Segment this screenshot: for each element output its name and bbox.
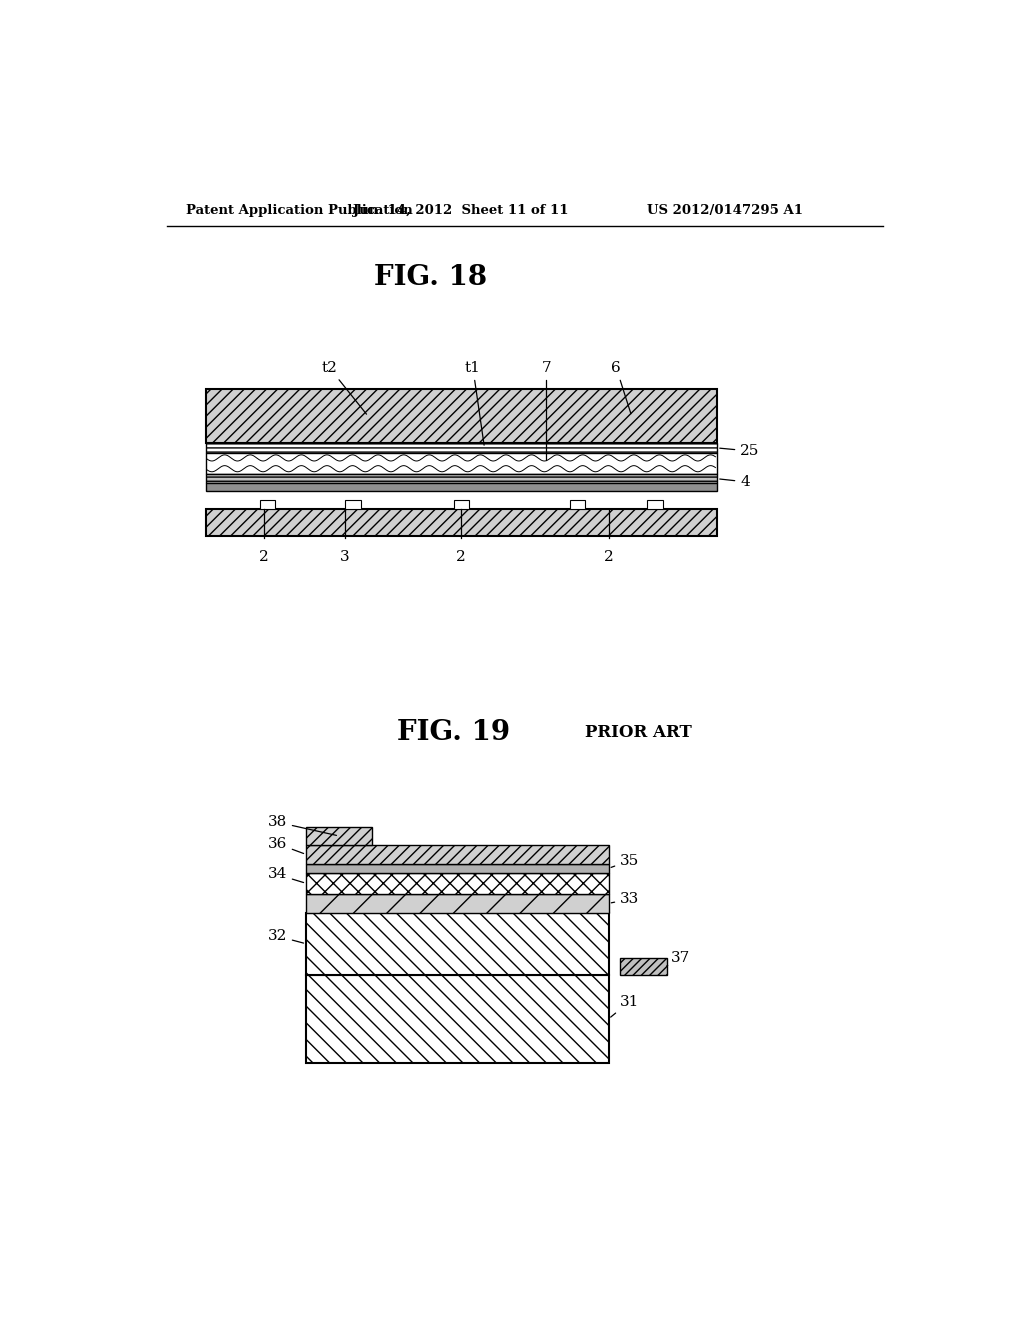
Bar bbox=[260, 499, 275, 508]
Bar bbox=[306, 873, 608, 894]
Bar bbox=[206, 508, 717, 536]
Bar bbox=[306, 845, 608, 863]
Bar bbox=[206, 474, 717, 483]
Text: Patent Application Publication: Patent Application Publication bbox=[186, 205, 413, 218]
Bar bbox=[306, 863, 608, 873]
Text: 38: 38 bbox=[267, 816, 337, 836]
Bar bbox=[206, 444, 717, 453]
Text: 32: 32 bbox=[267, 929, 303, 942]
Text: 2: 2 bbox=[457, 549, 466, 564]
Text: Jun. 14, 2012  Sheet 11 of 11: Jun. 14, 2012 Sheet 11 of 11 bbox=[353, 205, 569, 218]
Text: 2: 2 bbox=[259, 549, 268, 564]
Bar bbox=[306, 974, 608, 1063]
Bar bbox=[647, 499, 663, 508]
Text: PRIOR ART: PRIOR ART bbox=[586, 723, 692, 741]
Text: 35: 35 bbox=[611, 854, 639, 867]
Text: t1: t1 bbox=[465, 360, 484, 445]
Bar bbox=[206, 453, 717, 474]
Text: 2: 2 bbox=[603, 549, 613, 564]
Text: 34: 34 bbox=[267, 867, 303, 883]
Text: 4: 4 bbox=[720, 475, 750, 488]
Text: 3: 3 bbox=[340, 549, 350, 564]
Bar bbox=[206, 389, 717, 444]
Bar bbox=[206, 483, 717, 491]
Bar bbox=[306, 913, 608, 974]
Bar bbox=[454, 499, 469, 508]
Bar bbox=[345, 499, 360, 508]
Text: 25: 25 bbox=[720, 444, 760, 458]
Text: 6: 6 bbox=[611, 360, 631, 413]
Text: FIG. 18: FIG. 18 bbox=[374, 264, 486, 292]
Text: t2: t2 bbox=[322, 360, 367, 414]
Text: 7: 7 bbox=[542, 360, 551, 461]
Text: US 2012/0147295 A1: US 2012/0147295 A1 bbox=[647, 205, 803, 218]
Text: 33: 33 bbox=[611, 892, 639, 906]
Bar bbox=[306, 826, 372, 845]
Text: 37: 37 bbox=[667, 950, 690, 966]
Bar bbox=[621, 958, 667, 974]
Bar bbox=[569, 499, 586, 508]
Text: FIG. 19: FIG. 19 bbox=[397, 718, 510, 746]
Text: 31: 31 bbox=[610, 994, 640, 1018]
Bar bbox=[306, 894, 608, 913]
Text: 36: 36 bbox=[267, 837, 304, 854]
